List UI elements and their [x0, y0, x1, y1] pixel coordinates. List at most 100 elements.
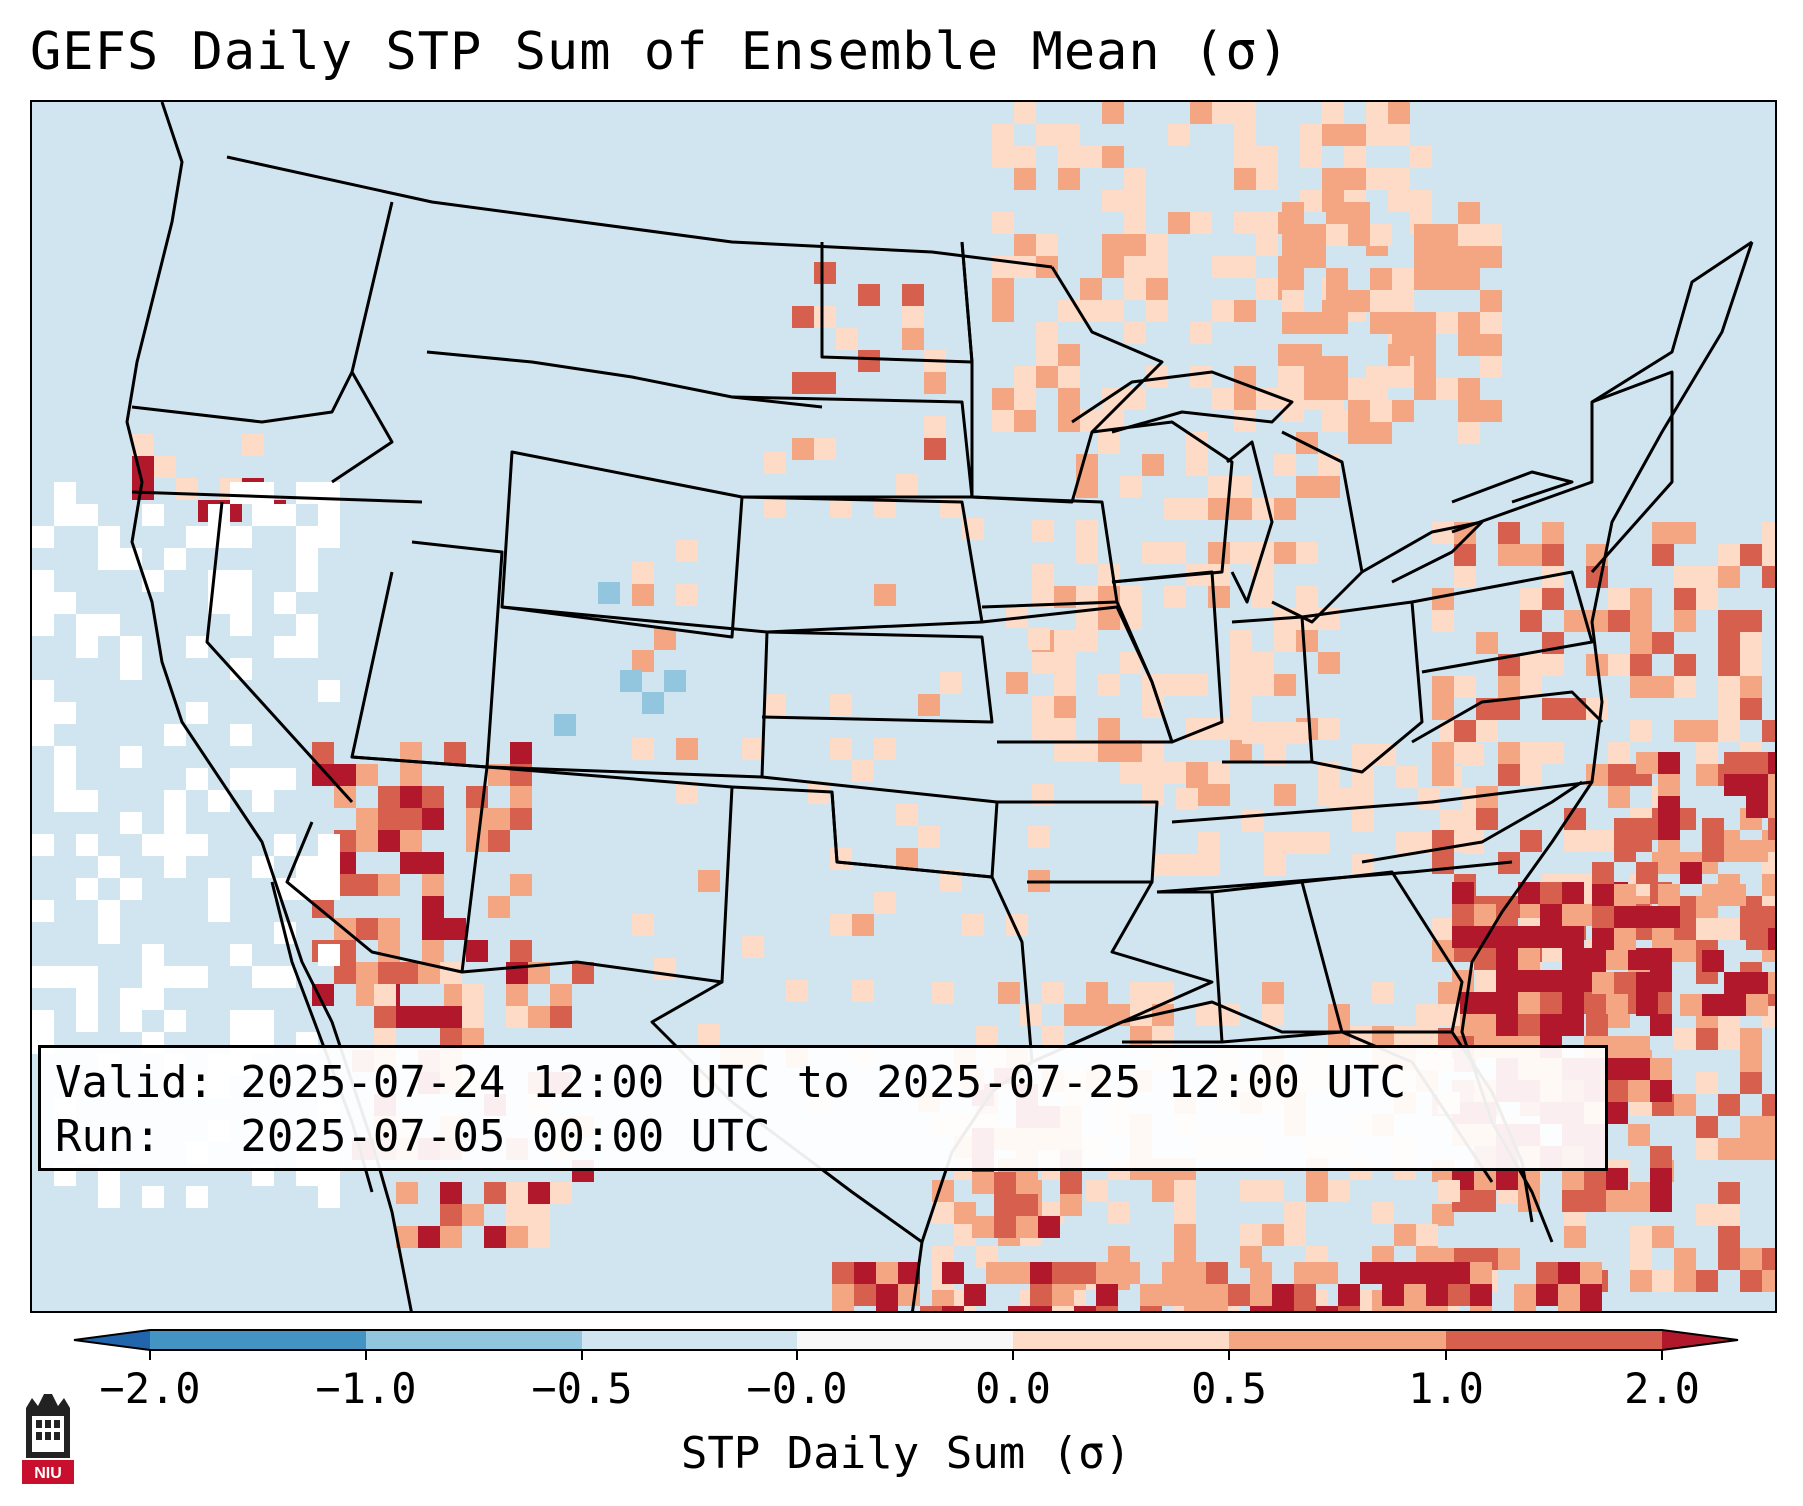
anomaly-cell	[76, 966, 98, 988]
anomaly-cell	[1306, 1180, 1328, 1202]
anomaly-cell	[1282, 312, 1304, 334]
anomaly-cell	[120, 988, 142, 1010]
anomaly-cell	[400, 764, 422, 786]
colorbar-segment	[582, 1330, 797, 1350]
anomaly-cell	[924, 416, 946, 438]
anomaly-cell	[1256, 168, 1278, 190]
anomaly-cell	[176, 478, 198, 500]
anomaly-cell	[1636, 818, 1658, 840]
anomaly-cell	[1304, 312, 1326, 334]
anomaly-cell	[1562, 904, 1584, 926]
anomaly-cell	[1096, 1284, 1118, 1306]
anomaly-cell	[1008, 1262, 1030, 1284]
anomaly-cell	[1650, 1014, 1672, 1036]
anomaly-cell	[1606, 948, 1628, 970]
colorbar-tick-label: −1.0	[315, 1364, 417, 1413]
anomaly-cell	[1696, 1138, 1718, 1160]
anomaly-cell	[506, 1226, 528, 1248]
anomaly-cell	[462, 1204, 484, 1226]
anomaly-cell	[1164, 542, 1186, 564]
anomaly-cell	[1028, 628, 1050, 650]
anomaly-cell	[378, 808, 400, 830]
anomaly-cell	[230, 526, 252, 548]
anomaly-cell	[1032, 652, 1054, 674]
anomaly-cell	[1030, 1284, 1052, 1306]
anomaly-cell	[792, 306, 814, 328]
anomaly-cell	[1630, 632, 1652, 654]
anomaly-cell	[484, 1226, 506, 1248]
anomaly-cell	[1284, 1224, 1306, 1246]
anomaly-cell	[964, 1284, 986, 1306]
anomaly-cell	[1520, 830, 1542, 852]
anomaly-cell	[786, 980, 808, 1002]
anomaly-cell	[1746, 752, 1768, 774]
anomaly-cell	[208, 504, 230, 526]
anomaly-cell	[676, 782, 698, 804]
anomaly-cell	[1208, 542, 1230, 564]
anomaly-cell	[252, 768, 274, 790]
anomaly-cell	[1190, 212, 1212, 234]
anomaly-cell	[620, 670, 642, 692]
anomaly-cell	[954, 1224, 976, 1246]
anomaly-cell	[1124, 278, 1146, 300]
anomaly-cell	[814, 372, 836, 394]
anomaly-cell	[1628, 948, 1650, 970]
anomaly-cell	[1674, 654, 1696, 676]
anomaly-cell	[422, 786, 444, 808]
anomaly-cell	[1498, 522, 1520, 544]
anomaly-cell	[1614, 818, 1636, 840]
anomaly-cell	[1296, 542, 1318, 564]
anomaly-cell	[1416, 1004, 1438, 1026]
anomaly-cell	[418, 1226, 440, 1248]
colorbar-segment	[1446, 1330, 1662, 1350]
anomaly-cell	[1274, 454, 1296, 476]
anomaly-cell	[1352, 744, 1374, 766]
anomaly-cell	[1206, 1284, 1228, 1306]
anomaly-cell	[858, 350, 880, 372]
anomaly-cell	[902, 328, 924, 350]
anomaly-cell	[1414, 312, 1436, 334]
anomaly-cell	[164, 856, 186, 878]
anomaly-cell	[1296, 476, 1318, 498]
anomaly-cell	[1630, 1270, 1652, 1292]
anomaly-cell	[164, 834, 186, 856]
anomaly-cell	[164, 966, 186, 988]
anomaly-cell	[1458, 400, 1480, 422]
anomaly-cell	[1366, 366, 1388, 388]
anomaly-cell	[54, 790, 76, 812]
anomaly-cell	[142, 834, 164, 856]
anomaly-cell	[1652, 544, 1674, 566]
anomaly-cell	[1414, 378, 1436, 400]
anomaly-cell	[440, 1006, 462, 1028]
anomaly-cell	[1272, 1284, 1294, 1306]
anomaly-cell	[1162, 1284, 1184, 1306]
anomaly-cell	[374, 1006, 396, 1028]
anomaly-cell	[1234, 300, 1256, 322]
anomaly-cell	[1636, 862, 1658, 884]
anomaly-cell	[1124, 190, 1146, 212]
anomaly-cell	[1746, 840, 1768, 862]
anomaly-cell	[1480, 334, 1502, 356]
anomaly-cell	[1630, 720, 1652, 742]
anomaly-cell	[836, 328, 858, 350]
anomaly-cell	[1718, 1248, 1740, 1270]
anomaly-cell	[1432, 522, 1454, 544]
anomaly-cell	[808, 782, 830, 804]
anomaly-cell	[1186, 674, 1208, 696]
anomaly-cell	[400, 830, 422, 852]
anomaly-cell	[1274, 784, 1296, 806]
anomaly-cell	[1542, 544, 1564, 566]
anomaly-cell	[1476, 632, 1498, 654]
anomaly-cell	[1658, 884, 1680, 906]
anomaly-cell	[1762, 720, 1775, 742]
anomaly-cell	[400, 808, 422, 830]
anomaly-cell	[1388, 124, 1410, 146]
anomaly-cell	[1746, 972, 1768, 994]
anomaly-cell	[986, 1262, 1008, 1284]
anomaly-cell	[164, 724, 186, 746]
anomaly-cell	[1370, 268, 1392, 290]
border-in	[1222, 615, 1314, 764]
anomaly-cell	[942, 1262, 964, 1284]
anomaly-cell	[1190, 366, 1212, 388]
anomaly-cell	[1076, 520, 1098, 542]
